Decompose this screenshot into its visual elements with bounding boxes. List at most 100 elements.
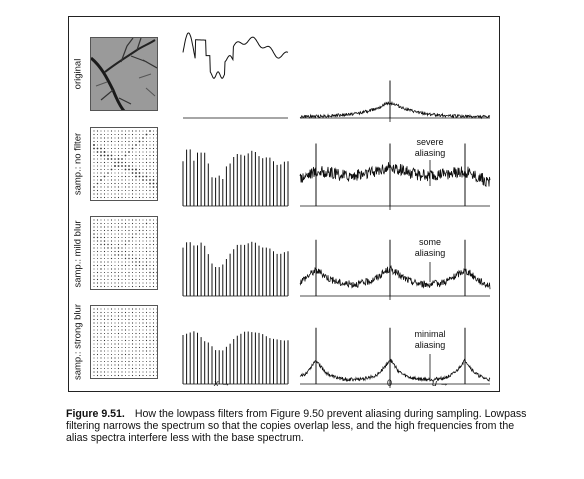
sample-dot — [128, 364, 130, 366]
sample-dot — [152, 325, 155, 328]
sample-dot — [138, 175, 141, 178]
sample-dot — [96, 247, 99, 249]
sample-dot — [128, 179, 130, 181]
sample-dot — [138, 240, 141, 242]
sample-dot — [152, 158, 155, 160]
sample-dot — [107, 311, 109, 314]
sample-dot — [135, 189, 137, 192]
sample-dot — [114, 172, 116, 174]
sample-dot — [100, 165, 102, 167]
sample-dot — [121, 357, 123, 359]
sample-dot — [100, 339, 102, 342]
sample-dot — [142, 268, 144, 270]
sample-dot — [128, 133, 130, 136]
sample-dot — [146, 286, 147, 287]
sample-dot — [149, 275, 151, 277]
sample-dot — [100, 141, 102, 142]
sample-dot — [93, 189, 95, 192]
sample-dot — [152, 247, 155, 249]
sample-dot — [103, 371, 106, 373]
sample-dot — [124, 308, 127, 310]
sample-dot — [110, 165, 113, 167]
sample-dot — [149, 250, 151, 253]
sample-dot — [96, 147, 99, 150]
sample-dot — [104, 275, 105, 277]
sample-dot — [138, 275, 141, 277]
sample-dot — [128, 325, 130, 328]
sample-dot — [156, 165, 157, 167]
sample-dot — [118, 282, 119, 284]
sample-dot — [110, 240, 113, 242]
sample-dot — [124, 219, 127, 221]
sample-dot — [114, 219, 116, 221]
sample-dot — [114, 222, 116, 225]
sample-dot — [149, 247, 151, 249]
sample-dot — [131, 250, 134, 253]
sample-dot — [100, 367, 102, 370]
sample-dot — [142, 247, 144, 249]
sample-dot — [96, 154, 99, 157]
sample-dot — [103, 144, 106, 146]
sample-dot — [152, 367, 155, 370]
sample-dot — [96, 186, 99, 188]
sample-dot — [124, 179, 127, 181]
sample-dot — [135, 360, 137, 363]
sample-dot — [110, 353, 113, 356]
sample-dot — [145, 133, 148, 136]
sample-dot — [93, 318, 95, 321]
sample-dot — [121, 308, 123, 310]
sample-dot — [117, 275, 120, 277]
sample-dot — [156, 151, 157, 153]
sample-dot — [125, 197, 126, 198]
sample-dot — [100, 322, 102, 324]
sample-dot — [145, 250, 148, 253]
sample-dot — [142, 285, 144, 288]
sample-dot — [96, 374, 99, 377]
sample-dot — [135, 261, 137, 263]
sample-dot — [142, 339, 144, 342]
sample-dot — [128, 175, 130, 178]
sample-dot — [103, 343, 106, 345]
sample-dot — [156, 311, 157, 314]
sample-dot — [142, 282, 144, 284]
sample-dot — [124, 250, 127, 253]
sample-dot — [100, 158, 102, 160]
sample-dot — [152, 144, 155, 146]
sample-dot — [139, 312, 140, 313]
sample-dot — [156, 233, 157, 235]
sample-dot — [142, 144, 144, 146]
sample-dot — [131, 140, 134, 143]
sample-dot — [149, 130, 151, 132]
sample-dot — [128, 147, 130, 150]
sample-dot — [131, 343, 134, 345]
sample-dot — [104, 364, 105, 366]
sample-dot — [121, 144, 123, 146]
sample-dot — [107, 233, 109, 235]
sample-dot — [149, 240, 151, 242]
figure-caption: Figure 9.51. How the lowpass filters from… — [66, 408, 528, 445]
sample-dot — [142, 254, 144, 256]
sample-dot — [107, 229, 109, 232]
sample-dot — [96, 318, 99, 321]
sample-dot — [145, 322, 148, 324]
sample-dot — [96, 219, 99, 221]
sample-dot — [128, 144, 130, 146]
sample-dot — [111, 190, 112, 191]
sample-dot — [138, 360, 141, 363]
sample-dot — [93, 137, 95, 139]
sample-dot — [131, 325, 134, 328]
sample-dot — [107, 247, 109, 249]
sample-dot — [145, 315, 148, 317]
sample-dot — [97, 329, 98, 331]
sample-dot — [100, 353, 102, 356]
sample-dot — [111, 144, 112, 146]
sample-dot — [93, 374, 95, 377]
sample-dot — [135, 162, 137, 163]
sample-dot — [142, 374, 144, 377]
sample-dot — [131, 275, 134, 277]
sample-dot — [96, 158, 99, 160]
sample-dot — [114, 151, 116, 153]
sample-dot — [93, 278, 95, 281]
sample-dot — [135, 243, 137, 246]
sample-dot — [96, 278, 99, 281]
